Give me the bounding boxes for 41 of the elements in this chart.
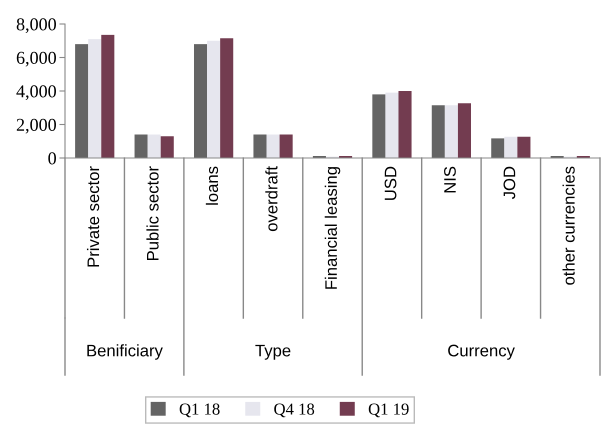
y-tick-label: 4,000 [16, 85, 56, 100]
bar [385, 92, 398, 158]
bar [280, 134, 293, 158]
y-tick-label: 0 [48, 152, 56, 164]
bar [444, 105, 458, 158]
text: Benificiary [87, 344, 163, 360]
x-tick-label: other currencies [562, 166, 575, 285]
bar [458, 103, 472, 158]
bar [148, 134, 161, 158]
bar [88, 39, 102, 158]
bar [266, 134, 280, 158]
bar [517, 136, 530, 158]
y-tick-label: 8,000 [16, 18, 56, 34]
bar [504, 136, 518, 158]
bar [194, 44, 208, 158]
x-tick-label: overdraft [265, 166, 278, 232]
legend-label: Q1 18 [180, 403, 220, 418]
x-tick-label: USD [384, 166, 396, 200]
bar [372, 94, 386, 158]
legend-label: Q1 19 [368, 404, 409, 418]
bar [160, 136, 174, 158]
x-tick-label: Financial leasing [324, 167, 340, 289]
bar [75, 44, 88, 158]
bar [134, 134, 148, 158]
bar [398, 91, 412, 158]
text: Type [255, 344, 290, 360]
legend-label: Q4 18 [274, 403, 314, 418]
text: Currency [448, 344, 515, 360]
bar [491, 138, 504, 158]
bar [432, 105, 445, 158]
x-tick-label: JOD [504, 166, 516, 200]
bar [220, 38, 234, 158]
bar [207, 40, 220, 158]
y-tick-label: 2,000 [16, 118, 56, 134]
bar [253, 134, 267, 158]
x-tick-label: loans [206, 166, 218, 205]
y-tick-label: 6,000 [16, 52, 56, 67]
x-tick-label: Private sector [86, 166, 100, 267]
x-tick-label: Public sector [146, 166, 159, 260]
bar [101, 34, 114, 158]
x-tick-label: NIS [444, 166, 456, 192]
